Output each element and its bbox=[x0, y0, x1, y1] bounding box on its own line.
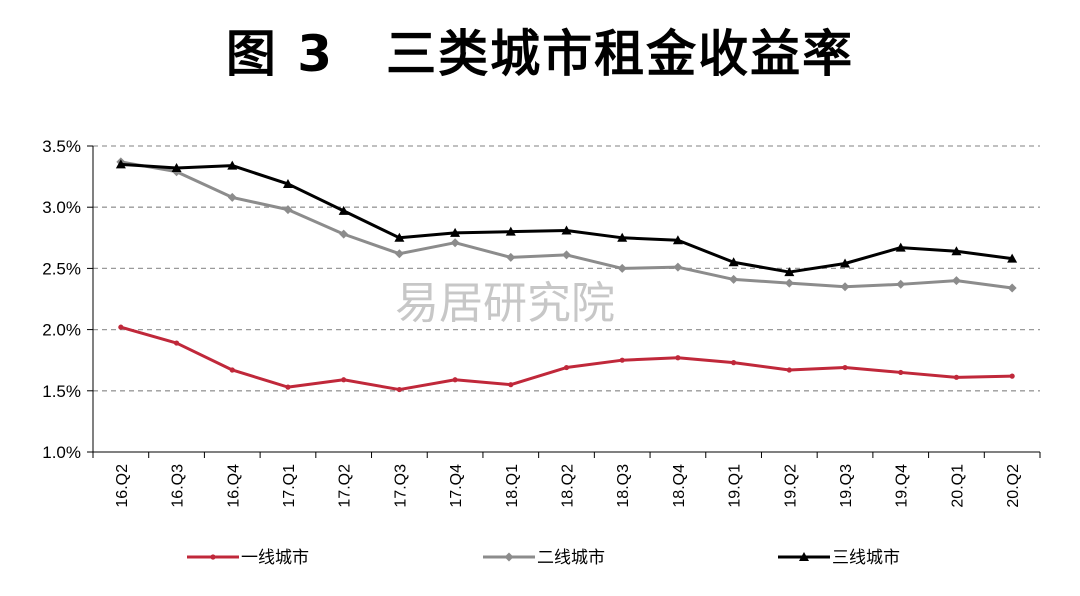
data-point bbox=[505, 226, 516, 236]
y-axis-ticks: 1.0% 1.5% 2.0% 2.5% 3.0% 3.5% bbox=[42, 137, 93, 462]
data-point bbox=[227, 160, 238, 170]
x-tick-label: 19.Q2 bbox=[782, 464, 799, 508]
data-point bbox=[953, 374, 960, 380]
data-point bbox=[840, 282, 850, 292]
chart-title: 图 3 三类城市租金收益率 bbox=[225, 25, 855, 83]
legend-label: 一线城市 bbox=[241, 548, 309, 568]
series-triangle bbox=[115, 159, 1018, 277]
y-tick-label: 1.0% bbox=[42, 443, 81, 462]
data-point bbox=[394, 232, 405, 242]
data-point bbox=[285, 384, 291, 390]
series-dot bbox=[118, 324, 1015, 393]
data-point bbox=[619, 357, 625, 363]
data-point bbox=[504, 552, 514, 562]
x-tick-label: 17.Q1 bbox=[281, 464, 298, 508]
data-point bbox=[171, 163, 182, 173]
x-tick-label: 18.Q2 bbox=[560, 464, 577, 508]
x-tick-label: 19.Q1 bbox=[727, 464, 744, 508]
x-tick-label: 18.Q3 bbox=[615, 464, 632, 508]
x-tick-label: 16.Q2 bbox=[114, 464, 131, 508]
data-point bbox=[282, 178, 293, 188]
data-point bbox=[729, 274, 739, 284]
data-point bbox=[673, 262, 683, 272]
data-point bbox=[1009, 373, 1015, 379]
data-point bbox=[396, 386, 402, 393]
data-point bbox=[672, 235, 683, 245]
data-point bbox=[339, 229, 349, 239]
data-point bbox=[450, 227, 461, 237]
data-point bbox=[210, 554, 216, 560]
data-point bbox=[118, 324, 124, 330]
data-point bbox=[1007, 283, 1017, 293]
y-tick-label: 2.5% bbox=[42, 259, 81, 278]
data-point bbox=[450, 238, 460, 248]
data-point bbox=[895, 242, 906, 252]
data-point bbox=[338, 205, 349, 215]
x-tick-label: 19.Q3 bbox=[838, 464, 855, 508]
data-point bbox=[951, 276, 961, 286]
data-point bbox=[508, 382, 514, 388]
series-line bbox=[120, 160, 1013, 290]
x-tick-label: 18.Q4 bbox=[671, 464, 688, 508]
series-lines bbox=[115, 157, 1018, 393]
data-point bbox=[675, 355, 681, 361]
x-tick-label: 20.Q1 bbox=[949, 464, 966, 508]
legend-label: 三线城市 bbox=[832, 548, 900, 568]
data-point bbox=[562, 250, 571, 260]
data-point bbox=[283, 205, 293, 215]
data-point bbox=[341, 377, 347, 383]
y-tick-label: 2.0% bbox=[42, 321, 81, 340]
x-tick-label: 17.Q4 bbox=[448, 464, 465, 508]
data-point bbox=[951, 246, 962, 256]
data-point bbox=[115, 159, 126, 169]
legend: 一线城市 二线城市 三线城市 bbox=[187, 548, 900, 568]
data-point bbox=[840, 258, 851, 268]
data-point bbox=[561, 225, 572, 235]
x-tick-label: 17.Q2 bbox=[337, 464, 354, 508]
legend-label: 二线城市 bbox=[537, 548, 605, 568]
y-tick-label: 3.5% bbox=[42, 137, 81, 156]
series-line bbox=[120, 325, 1013, 392]
watermark: 易居研究院 bbox=[395, 278, 615, 329]
data-point bbox=[896, 279, 906, 289]
data-point bbox=[617, 232, 628, 242]
data-point bbox=[394, 249, 404, 259]
data-point bbox=[617, 263, 627, 273]
data-point bbox=[842, 364, 848, 371]
series-diamond bbox=[116, 157, 1017, 293]
data-point bbox=[786, 367, 792, 373]
x-axis-ticks: 16.Q2 16.Q3 16.Q4 17.Q1 17.Q2 17.Q3 17.Q4 18.Q1… bbox=[92, 452, 1041, 508]
x-tick-label: 16.Q3 bbox=[170, 464, 187, 508]
data-point bbox=[452, 377, 458, 383]
data-point bbox=[563, 364, 570, 371]
data-point bbox=[799, 552, 809, 561]
axes bbox=[92, 146, 1040, 453]
data-point bbox=[173, 340, 180, 346]
x-tick-label: 18.Q1 bbox=[504, 464, 521, 508]
x-tick-label: 19.Q4 bbox=[894, 464, 911, 508]
legend-item: 一线城市 bbox=[187, 548, 309, 568]
data-point bbox=[784, 267, 795, 277]
y-tick-label: 3.0% bbox=[42, 198, 81, 217]
data-point bbox=[229, 367, 235, 373]
legend-item: 三线城市 bbox=[778, 548, 900, 568]
data-point bbox=[731, 360, 737, 366]
data-point bbox=[1007, 253, 1018, 263]
legend-item: 二线城市 bbox=[483, 548, 605, 568]
grid-lines bbox=[93, 145, 1040, 392]
x-tick-label: 16.Q4 bbox=[225, 464, 242, 508]
data-point bbox=[784, 278, 794, 288]
x-tick-label: 20.Q2 bbox=[1005, 464, 1022, 508]
x-tick-label: 17.Q3 bbox=[392, 464, 409, 508]
data-point bbox=[227, 192, 237, 202]
y-tick-label: 1.5% bbox=[42, 382, 81, 401]
data-point bbox=[898, 369, 904, 376]
data-point bbox=[506, 252, 516, 262]
data-point bbox=[728, 257, 739, 267]
